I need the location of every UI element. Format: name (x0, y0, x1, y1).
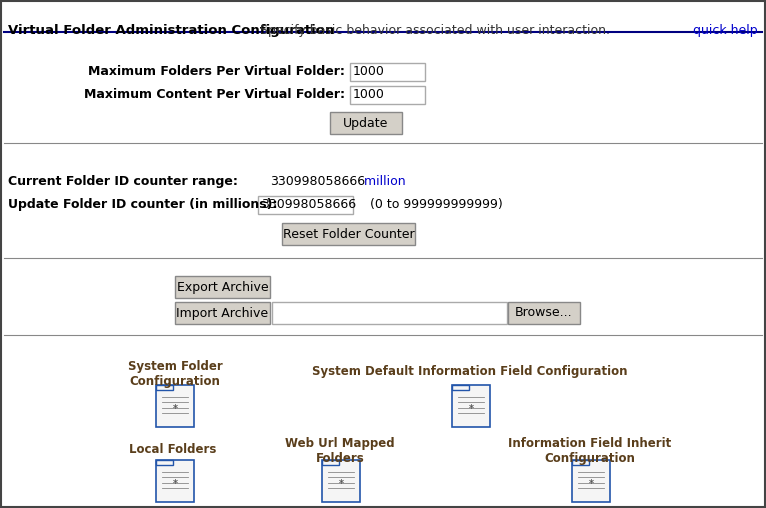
Bar (258, 196, 353, 214)
Bar (350, 63, 425, 81)
Bar (572, 460, 589, 465)
Bar (572, 460, 610, 502)
Text: Import Archive: Import Archive (176, 306, 269, 320)
Text: Reset Folder Counter: Reset Folder Counter (283, 228, 414, 240)
Text: 1000: 1000 (353, 65, 385, 78)
Text: Maximum Folders Per Virtual Folder:: Maximum Folders Per Virtual Folder: (88, 65, 345, 78)
Text: quick help: quick help (693, 24, 758, 37)
Text: System Folder
Configuration: System Folder Configuration (128, 360, 222, 388)
Text: *: * (469, 404, 473, 415)
Bar (322, 460, 360, 502)
Bar (322, 460, 339, 465)
Text: *: * (172, 480, 178, 489)
Text: *: * (588, 480, 594, 489)
Text: *: * (172, 404, 178, 415)
Text: Virtual Folder Administration Configuration: Virtual Folder Administration Configurat… (8, 24, 335, 37)
Bar (350, 86, 425, 104)
Bar (272, 302, 507, 324)
Text: Local Folders: Local Folders (129, 443, 217, 456)
Text: (0 to 999999999999): (0 to 999999999999) (358, 198, 502, 211)
Bar (508, 302, 580, 324)
Bar (282, 223, 415, 245)
Text: Maximum Content Per Virtual Folder:: Maximum Content Per Virtual Folder: (84, 88, 345, 101)
Text: Information Field Inherit
Configuration: Information Field Inherit Configuration (509, 437, 672, 465)
Bar (175, 276, 270, 298)
Text: Web Url Mapped
Folders: Web Url Mapped Folders (285, 437, 394, 465)
Bar (156, 385, 194, 427)
Text: Update Folder ID counter (in millions):: Update Folder ID counter (in millions): (8, 198, 277, 211)
Text: million: million (360, 175, 406, 188)
Text: Current Folder ID counter range:: Current Folder ID counter range: (8, 175, 238, 188)
Text: 330998058666: 330998058666 (270, 175, 365, 188)
Bar (452, 385, 469, 390)
Text: 1000: 1000 (353, 88, 385, 101)
Bar (175, 302, 270, 324)
Bar (330, 112, 402, 134)
Text: Specify basic behavior associated with user interaction.: Specify basic behavior associated with u… (252, 24, 610, 37)
Bar (156, 460, 194, 502)
Text: *: * (339, 480, 343, 489)
Text: Update: Update (343, 116, 388, 130)
Bar (156, 385, 173, 390)
Bar (156, 460, 173, 465)
Text: Browse...: Browse... (516, 306, 573, 320)
Bar (452, 385, 490, 427)
Text: 330998058666: 330998058666 (261, 198, 356, 211)
Text: Export Archive: Export Archive (177, 280, 268, 294)
Text: System Default Information Field Configuration: System Default Information Field Configu… (313, 365, 628, 378)
